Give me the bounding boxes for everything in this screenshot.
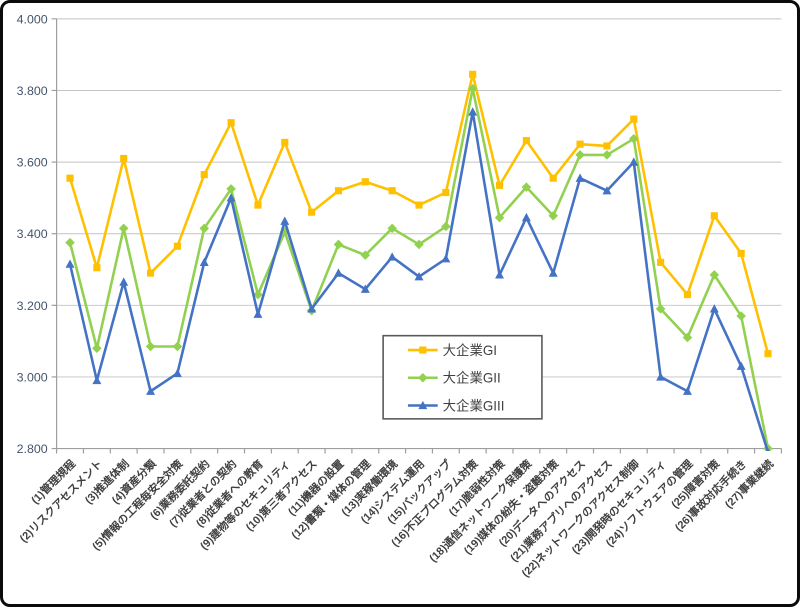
- data-point-marker: [66, 174, 74, 182]
- legend-marker-icon: [418, 400, 428, 410]
- data-point-marker: [655, 304, 666, 314]
- data-point-marker: [200, 171, 208, 179]
- data-point-marker: [495, 181, 504, 189]
- data-point-marker: [334, 187, 343, 195]
- data-point-marker: [575, 150, 585, 160]
- data-point-marker: [469, 70, 477, 78]
- data-point-marker: [657, 258, 665, 266]
- data-point-marker: [495, 270, 505, 279]
- data-point-marker: [629, 134, 639, 144]
- data-point-marker: [737, 249, 745, 257]
- legend-box: 大企業GI 大企業GII 大企業GIII: [382, 334, 543, 420]
- data-point-marker: [226, 184, 236, 194]
- data-point-marker: [441, 221, 451, 232]
- series-group-1: [66, 70, 772, 358]
- data-point-marker: [629, 157, 639, 166]
- y-axis-tick-label: 3.600: [17, 156, 48, 170]
- data-point-marker: [119, 277, 129, 286]
- data-point-marker: [548, 211, 558, 221]
- data-point-marker: [227, 119, 235, 127]
- legend-item: 大企業GIII: [407, 397, 505, 413]
- data-point-marker: [763, 443, 773, 452]
- data-point-marker: [522, 137, 530, 145]
- y-axis-tick-label: 4.000: [17, 12, 48, 26]
- data-point-marker: [65, 237, 75, 248]
- series-group-2: [65, 83, 773, 452]
- data-point-marker: [172, 341, 183, 352]
- data-point-marker: [682, 386, 692, 395]
- y-axis-tick-label: 3.200: [17, 299, 48, 313]
- legend-marker-icon: [418, 373, 428, 383]
- legend-item: 大企業GI: [407, 342, 497, 358]
- legend-item-label: 大企業GII: [443, 370, 501, 386]
- data-point-marker: [281, 138, 289, 146]
- data-point-marker: [280, 216, 290, 225]
- data-point-marker: [254, 201, 262, 209]
- data-point-marker: [549, 174, 557, 182]
- y-axis-tick-label: 2.800: [17, 442, 48, 456]
- data-point-marker: [576, 140, 584, 148]
- data-point-marker: [603, 142, 611, 150]
- data-point-marker: [145, 341, 156, 352]
- data-point-marker: [308, 208, 316, 216]
- series-group-3: [65, 107, 770, 452]
- data-point-marker: [387, 223, 397, 234]
- data-point-marker: [92, 375, 102, 385]
- data-point-marker: [118, 223, 129, 234]
- data-point-marker: [602, 186, 612, 195]
- data-point-marker: [414, 272, 424, 281]
- data-point-marker: [120, 154, 128, 163]
- legend-item-label: 大企業GI: [443, 342, 497, 358]
- data-point-marker: [199, 257, 209, 267]
- data-point-marker: [65, 259, 75, 268]
- data-point-marker: [441, 254, 451, 263]
- data-point-marker: [575, 173, 585, 182]
- data-point-marker: [709, 270, 720, 280]
- data-point-marker: [414, 239, 424, 250]
- y-axis-tick-label: 3.800: [17, 84, 48, 98]
- data-point-marker: [387, 252, 397, 261]
- data-point-marker: [709, 304, 719, 313]
- data-point-marker: [415, 201, 423, 209]
- data-point-marker: [361, 178, 369, 186]
- data-point-marker: [333, 239, 344, 250]
- data-point-marker: [146, 269, 155, 277]
- data-point-marker: [468, 107, 478, 116]
- data-point-marker: [307, 304, 317, 313]
- data-point-marker: [92, 343, 102, 354]
- data-point-marker: [93, 264, 101, 272]
- data-point-marker: [334, 268, 343, 277]
- y-axis-tick-label: 3.000: [17, 370, 48, 384]
- data-point-marker: [253, 309, 263, 318]
- data-point-marker: [253, 289, 263, 300]
- data-point-marker: [656, 372, 666, 381]
- data-point-marker: [766, 447, 770, 452]
- data-point-marker: [226, 193, 236, 202]
- data-point-marker: [360, 250, 371, 260]
- data-point-marker: [736, 361, 746, 370]
- data-point-marker: [172, 368, 182, 378]
- data-point-marker: [521, 212, 531, 222]
- data-point-marker: [173, 242, 181, 250]
- data-point-marker: [199, 223, 210, 234]
- data-point-marker: [683, 291, 692, 299]
- legend-marker-icon: [419, 346, 427, 354]
- y-axis-tick-label: 3.400: [17, 227, 48, 241]
- data-point-marker: [494, 212, 505, 223]
- data-point-marker: [710, 212, 718, 220]
- data-point-marker: [682, 332, 693, 343]
- data-point-marker: [442, 188, 450, 197]
- legend-item: 大企業GII: [407, 370, 501, 386]
- data-point-marker: [548, 268, 558, 277]
- line-chart: 2.8003.0003.2003.4003.6003.8004.000(1)管理…: [17, 12, 783, 580]
- data-point-marker: [388, 187, 396, 195]
- data-point-marker: [360, 284, 370, 293]
- data-point-marker: [764, 350, 772, 358]
- data-point-marker: [146, 386, 156, 395]
- legend-item-label: 大企業GIII: [443, 397, 505, 413]
- data-point-marker: [602, 150, 612, 160]
- data-point-marker: [630, 115, 638, 123]
